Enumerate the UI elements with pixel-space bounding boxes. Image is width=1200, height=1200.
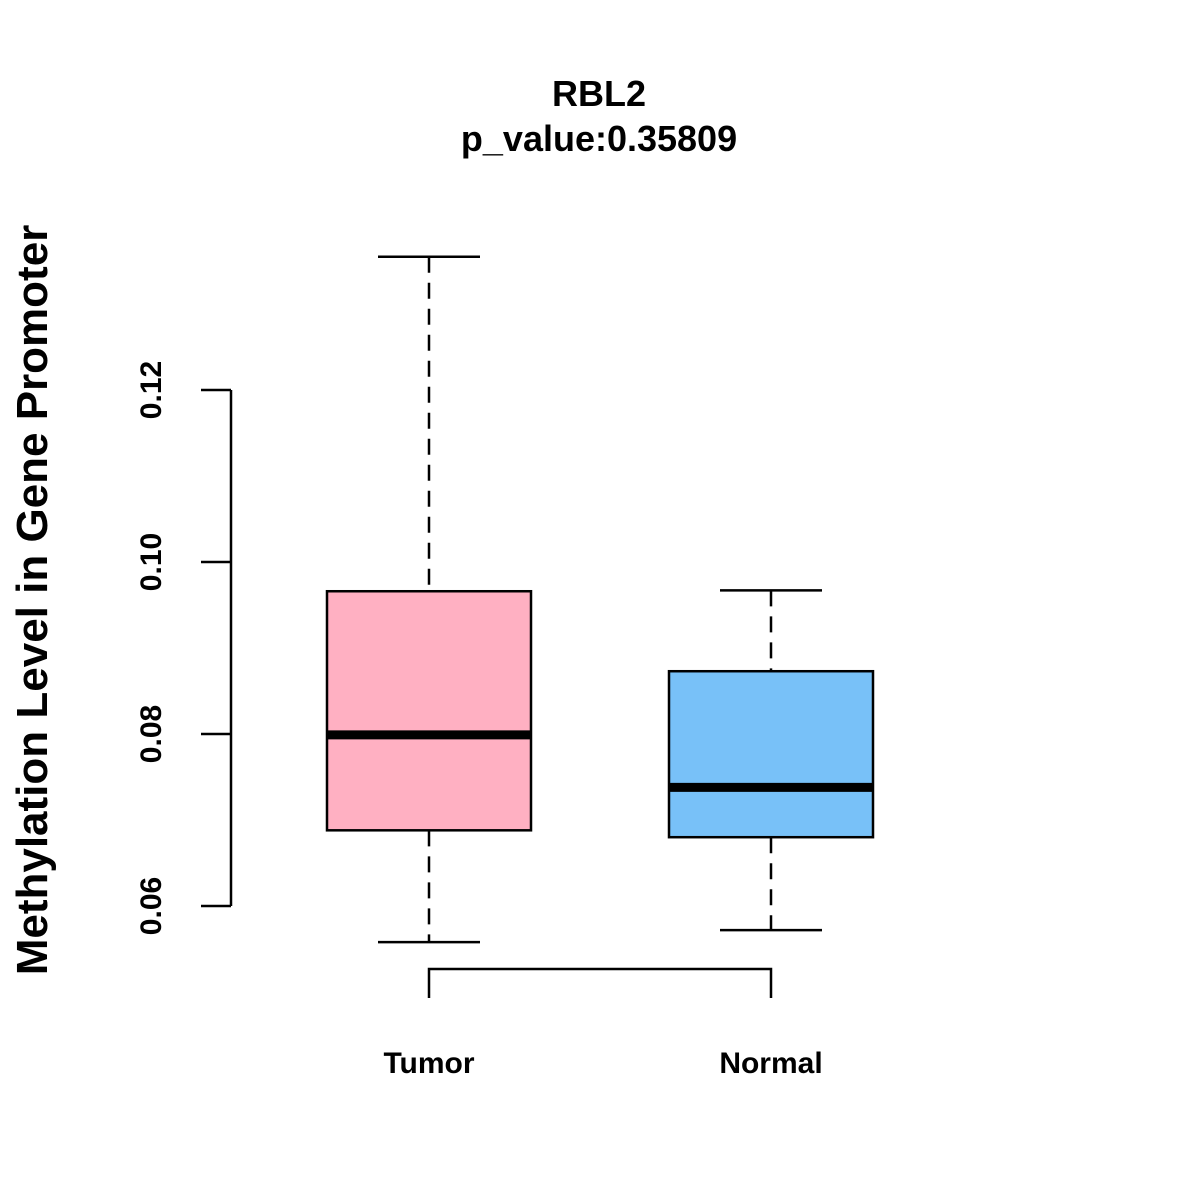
- iqr-box: [325, 589, 533, 832]
- y-tick-label-0: 0.06: [135, 877, 168, 935]
- chart-subtitle: p_value:0.35809: [461, 118, 737, 159]
- box-tumor: [325, 255, 533, 944]
- chart-title: RBL2: [552, 73, 646, 114]
- iqr-box: [667, 669, 875, 839]
- x-label-normal: Normal: [719, 1047, 822, 1080]
- box-series-group: [325, 255, 875, 944]
- box-normal: [667, 589, 875, 932]
- y-axis-label: Methylation Level in Gene Promoter: [8, 225, 57, 976]
- x-label-tumor: Tumor: [383, 1047, 474, 1080]
- comparison-bracket: [427, 967, 773, 998]
- y-tick-label-2: 0.10: [135, 533, 168, 591]
- x-axis-labels: Tumor Normal: [383, 1047, 822, 1080]
- y-axis: 0.06 0.08 0.10 0.12: [135, 361, 233, 935]
- y-tick-label-3: 0.12: [135, 361, 168, 419]
- bracket-line: [427, 967, 773, 998]
- y-tick-label-1: 0.08: [135, 705, 168, 763]
